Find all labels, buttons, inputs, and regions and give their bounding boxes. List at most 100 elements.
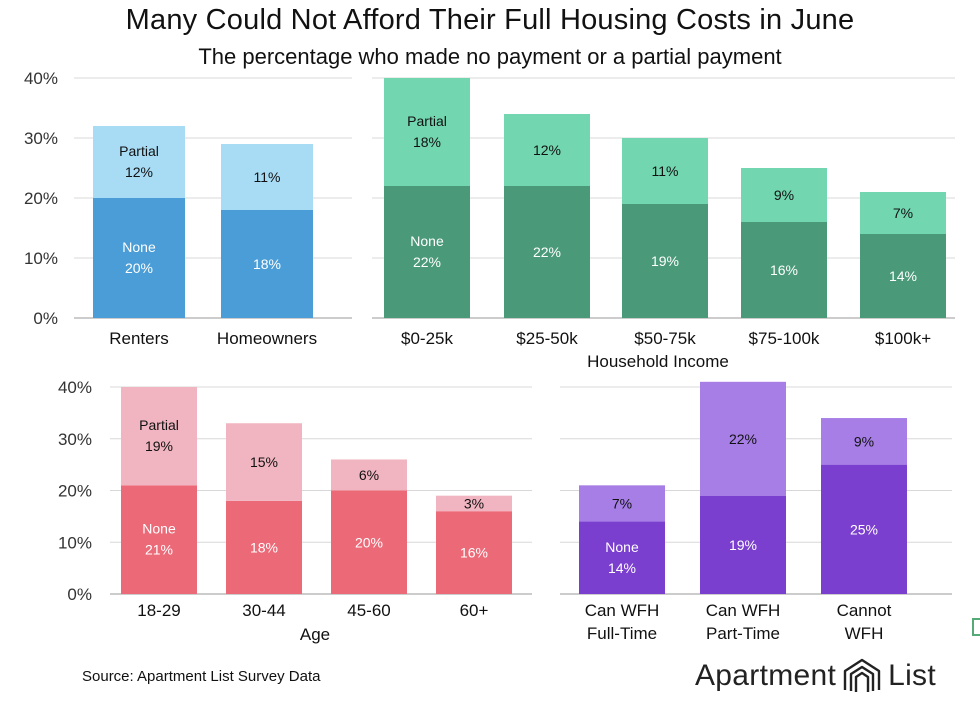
wfh-category-label-2: Cannot bbox=[837, 601, 892, 620]
income-category-label-2: $50-75k bbox=[634, 329, 696, 348]
wfh-data-label-partial-0: 7% bbox=[612, 495, 632, 511]
income-category-label-4: $100k+ bbox=[875, 329, 931, 348]
age-category-label-1: 30-44 bbox=[242, 601, 285, 620]
age-bar-none-2 bbox=[331, 490, 407, 594]
wfh-bar-none-2 bbox=[821, 464, 907, 594]
source-note: Source: Apartment List Survey Data bbox=[82, 668, 321, 685]
age-ytick-label: 20% bbox=[58, 482, 92, 501]
income-bar-partial-1 bbox=[504, 114, 590, 186]
income-data-label-partial-0: 18% bbox=[413, 134, 441, 150]
tenure-data-label-none-0: 20% bbox=[125, 260, 153, 276]
income-category-label-1: $25-50k bbox=[516, 329, 578, 348]
age-bar-partial-3 bbox=[436, 495, 512, 512]
income-data-label-partial-2: 11% bbox=[652, 163, 679, 179]
brand-logo: Apartment List bbox=[695, 656, 936, 696]
age-bar-partial-2 bbox=[331, 459, 407, 491]
income-bar-none-3 bbox=[741, 222, 827, 318]
tenure-data-label-partial-1: 11% bbox=[254, 169, 281, 185]
age-data-label-none-2: 20% bbox=[355, 534, 383, 550]
tenure-series-name-none: None bbox=[122, 239, 156, 255]
income-data-label-none-1: 22% bbox=[533, 244, 561, 260]
age-series-name-partial: Partial bbox=[139, 417, 179, 433]
tenure-category-label-0: Renters bbox=[109, 329, 169, 348]
tenure-category-label-1: Homeowners bbox=[217, 329, 317, 348]
tenure-ytick-label: 40% bbox=[24, 69, 58, 88]
wfh-category-label-2: WFH bbox=[845, 624, 884, 643]
age-ytick-label: 10% bbox=[58, 533, 92, 552]
wfh-data-label-partial-2: 9% bbox=[854, 433, 874, 449]
age-data-label-none-3: 16% bbox=[460, 545, 488, 561]
income-series-name-partial: Partial bbox=[407, 113, 447, 129]
wfh-category-label-1: Part-Time bbox=[706, 624, 780, 643]
wfh-category-label-0: Full-Time bbox=[587, 624, 657, 643]
income-data-label-none-0: 22% bbox=[413, 254, 441, 270]
age-ytick-label: 40% bbox=[58, 378, 92, 397]
income-category-label-3: $75-100k bbox=[749, 329, 820, 348]
logo-word-list: List bbox=[888, 659, 936, 692]
wfh-data-label-none-2: 25% bbox=[850, 521, 878, 537]
age-series-name-none: None bbox=[142, 521, 176, 537]
age-x-axis-label: Age bbox=[300, 625, 330, 644]
tenure-ytick-label: 0% bbox=[33, 309, 58, 328]
income-data-label-partial-4: 7% bbox=[893, 205, 913, 221]
income-data-label-none-2: 19% bbox=[651, 253, 679, 269]
income-bar-partial-3 bbox=[741, 168, 827, 222]
age-data-label-none-1: 18% bbox=[250, 539, 278, 555]
income-bar-partial-4 bbox=[860, 192, 946, 234]
chart-subtitle: The percentage who made no payment or a … bbox=[198, 44, 782, 69]
age-category-label-0: 18-29 bbox=[137, 601, 180, 620]
age-bar-none-3 bbox=[436, 511, 512, 594]
tenure-ytick-label: 20% bbox=[24, 189, 58, 208]
tenure-ytick-label: 30% bbox=[24, 129, 58, 148]
income-data-label-partial-3: 9% bbox=[774, 187, 794, 203]
tenure-series-name-partial: Partial bbox=[119, 143, 159, 159]
chart-title: Many Could Not Afford Their Full Housing… bbox=[125, 4, 855, 36]
tenure-bar-none-0 bbox=[93, 198, 185, 318]
wfh-bar-partial-1 bbox=[700, 381, 786, 496]
age-bar-none-0 bbox=[121, 485, 197, 594]
income-data-label-none-3: 16% bbox=[770, 262, 798, 278]
age-data-label-partial-2: 6% bbox=[359, 467, 379, 483]
wfh-bar-none-1 bbox=[700, 495, 786, 594]
age-bar-partial-0 bbox=[121, 387, 197, 486]
wfh-bar-partial-0 bbox=[579, 485, 665, 522]
age-bar-partial-1 bbox=[226, 423, 302, 501]
income-data-label-partial-1: 12% bbox=[533, 142, 561, 158]
income-bar-none-2 bbox=[622, 204, 708, 318]
income-x-axis-label: Household Income bbox=[587, 352, 729, 371]
tenure-bar-none-1 bbox=[221, 210, 313, 318]
wfh-category-label-0: Can WFH bbox=[585, 601, 660, 620]
tenure-data-label-partial-0: 12% bbox=[125, 164, 153, 180]
wfh-category-label-1: Can WFH bbox=[706, 601, 781, 620]
wfh-bar-none-0 bbox=[579, 521, 665, 594]
tenure-bar-partial-0 bbox=[93, 126, 185, 198]
income-series-name-none: None bbox=[410, 233, 444, 249]
income-bar-none-4 bbox=[860, 234, 946, 318]
age-data-label-partial-3: 3% bbox=[464, 495, 484, 511]
age-category-label-2: 45-60 bbox=[347, 601, 390, 620]
wfh-bar-partial-2 bbox=[821, 418, 907, 465]
age-ytick-label: 0% bbox=[67, 585, 92, 604]
tenure-ytick-label: 10% bbox=[24, 249, 58, 268]
corner-mark bbox=[972, 618, 980, 636]
wfh-data-label-none-0: 14% bbox=[608, 560, 636, 576]
wfh-data-label-partial-1: 22% bbox=[729, 431, 757, 447]
apartment-list-logo-icon bbox=[843, 658, 881, 692]
age-data-label-partial-0: 19% bbox=[145, 438, 173, 454]
tenure-data-label-none-1: 18% bbox=[253, 256, 281, 272]
income-bar-partial-0 bbox=[384, 78, 470, 186]
age-data-label-partial-1: 15% bbox=[250, 454, 278, 470]
income-bar-none-1 bbox=[504, 186, 590, 318]
wfh-data-label-none-1: 19% bbox=[729, 537, 757, 553]
age-bar-none-1 bbox=[226, 500, 302, 594]
income-bar-partial-2 bbox=[622, 138, 708, 204]
income-category-label-0: $0-25k bbox=[401, 329, 453, 348]
wfh-series-name-none: None bbox=[605, 539, 639, 555]
age-data-label-none-0: 21% bbox=[145, 542, 173, 558]
logo-word-apartment: Apartment bbox=[695, 659, 837, 692]
income-data-label-none-4: 14% bbox=[889, 268, 917, 284]
tenure-bar-partial-1 bbox=[221, 144, 313, 210]
income-bar-none-0 bbox=[384, 186, 470, 318]
age-category-label-3: 60+ bbox=[460, 601, 489, 620]
